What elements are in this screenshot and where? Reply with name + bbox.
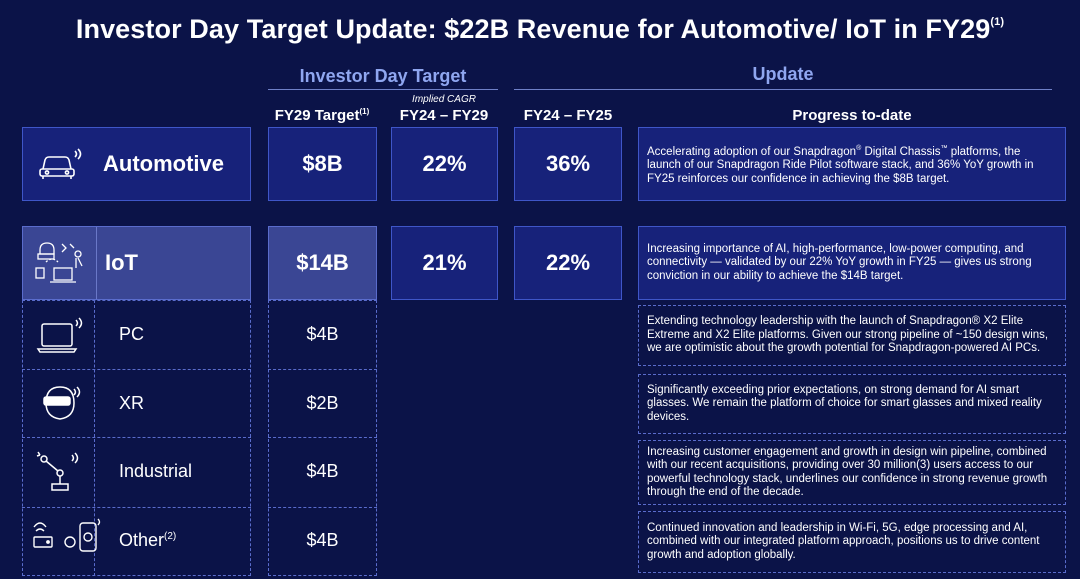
sub-segment-target-column bbox=[268, 300, 377, 576]
cagr-col-header: FY24 – FY29 bbox=[399, 107, 489, 124]
title-footnote: (1) bbox=[990, 16, 1005, 28]
investor-day-divider bbox=[268, 89, 498, 90]
iot-devices-icon bbox=[32, 240, 88, 286]
automotive-label: Automotive bbox=[103, 151, 224, 176]
other-fy29-target: $4B bbox=[306, 530, 339, 550]
iot-fy29-target: $14B bbox=[268, 226, 377, 300]
robot-arm-icon bbox=[36, 449, 84, 493]
page-title: Investor Day Target Update: $22B Revenue… bbox=[75, 14, 1005, 44]
sub-segment-label-column bbox=[22, 300, 251, 576]
automotive-growth: 36% bbox=[514, 127, 622, 201]
industrial-progress: Increasing customer engagement and growt… bbox=[638, 440, 1066, 505]
iot-growth: 22% bbox=[514, 226, 622, 300]
industrial-fy29-target: $4B bbox=[306, 461, 339, 481]
iot-segment: IoT bbox=[22, 226, 251, 300]
pc-progress: Extending technology leadership with the… bbox=[638, 305, 1066, 366]
iot-label: IoT bbox=[105, 250, 138, 275]
implied-cagr-label: Implied CAGR bbox=[412, 94, 476, 105]
iot-cagr: 21% bbox=[391, 226, 498, 300]
row-divider bbox=[22, 507, 251, 508]
automotive-cagr: 22% bbox=[391, 127, 498, 201]
row-divider bbox=[268, 507, 377, 508]
industrial-label: Industrial bbox=[119, 461, 193, 481]
row-divider bbox=[268, 369, 377, 370]
growth-col-header: FY24 – FY25 bbox=[523, 107, 613, 124]
sub-segment-icon-divider bbox=[94, 300, 95, 576]
pc-label: PC bbox=[119, 324, 145, 344]
pc-fy29-target: $4B bbox=[306, 324, 339, 344]
xr-label: XR bbox=[119, 393, 145, 413]
update-header: Update bbox=[752, 64, 814, 84]
automotive-fy29-target: $8B bbox=[268, 127, 377, 201]
other-label: Other(2) bbox=[119, 530, 177, 550]
row-divider bbox=[22, 369, 251, 370]
update-divider bbox=[514, 89, 1052, 90]
iot-progress: Increasing importance of AI, high-perfor… bbox=[638, 226, 1066, 300]
xr-fy29-target: $2B bbox=[306, 393, 339, 413]
laptop-icon bbox=[36, 316, 84, 354]
xr-headset-icon bbox=[40, 381, 84, 425]
other-progress: Continued innovation and leadership in W… bbox=[638, 511, 1066, 573]
iot-icon-cell bbox=[23, 227, 97, 299]
row-divider bbox=[268, 437, 377, 438]
car-icon bbox=[37, 147, 83, 181]
investor-day-target-header: Investor Day Target bbox=[299, 66, 467, 86]
xr-progress: Significantly exceeding prior expectatio… bbox=[638, 374, 1066, 434]
automotive-segment: Automotive bbox=[22, 127, 251, 201]
automotive-progress: Accelerating adoption of our Snapdragon®… bbox=[638, 127, 1066, 201]
fy29-target-col-header: FY29 Target(1) bbox=[274, 107, 370, 124]
row-divider bbox=[22, 437, 251, 438]
router-devices-icon bbox=[32, 515, 106, 559]
progress-col-header: Progress to-date bbox=[792, 107, 912, 124]
